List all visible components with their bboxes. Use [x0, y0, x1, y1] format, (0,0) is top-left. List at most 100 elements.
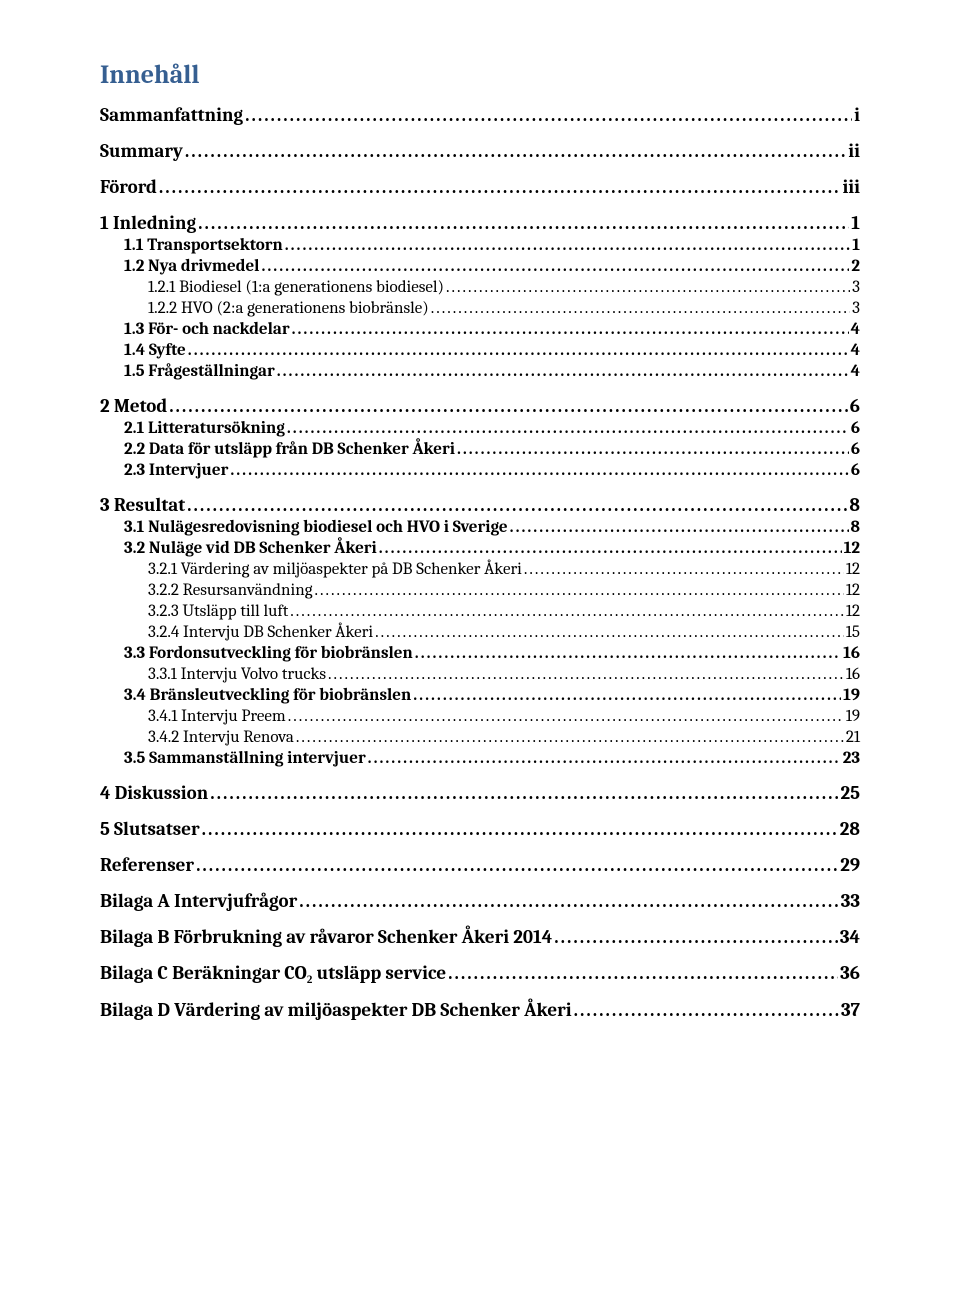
toc-entry: 3.2.2 Resursanvändning 12	[100, 581, 860, 600]
toc-entry-label: 3.2.4 Intervju DB Schenker Åkeri	[148, 623, 373, 642]
toc-leader-dots	[508, 518, 849, 537]
toc-leader-dots	[572, 999, 839, 1021]
toc-entry-label: 2 Metod	[100, 395, 167, 417]
table-of-contents: Sammanfattningi Summary ii Förordiii 1 Inled…	[100, 104, 860, 1021]
toc-entry-label: Referenser	[100, 854, 194, 876]
toc-entry-label: Bilaga A Intervjufrågor	[100, 890, 297, 912]
toc-leader-dots	[275, 362, 849, 381]
toc-entry-label: 2.2 Data för utsläpp från DB Schenker Åk…	[124, 440, 455, 459]
toc-entry-label: 3 Resultat	[100, 494, 185, 516]
toc-leader-dots	[411, 686, 841, 705]
toc-entry-page: i	[852, 104, 860, 126]
toc-entry: 1.3 För- och nackdelar4	[100, 320, 860, 339]
toc-entry-page: 16	[844, 665, 860, 684]
toc-entry: 3.5 Sammanställning intervjuer 23	[100, 749, 860, 768]
toc-entry: 3.2.1 Värdering av miljöaspekter på DB S…	[100, 560, 860, 579]
toc-entry-page: 2	[849, 257, 860, 276]
toc-leader-dots	[196, 212, 849, 234]
toc-entry-page: 8	[849, 518, 860, 537]
toc-leader-dots	[200, 818, 838, 840]
toc-leader-dots	[290, 320, 849, 339]
toc-leader-dots	[194, 854, 838, 876]
toc-entry-label: 2.1 Litteratursökning	[124, 419, 285, 438]
toc-entry-label: Bilaga B Förbrukning av råvaror Schenker…	[100, 926, 552, 948]
toc-entry-page: 4	[849, 362, 860, 381]
toc-entry-label: 3.2.1 Värdering av miljöaspekter på DB S…	[148, 560, 522, 579]
toc-leader-dots	[455, 440, 849, 459]
toc-entry: Referenser 29	[100, 854, 860, 876]
toc-entry: 2.2 Data för utsläpp från DB Schenker Åk…	[100, 440, 860, 459]
toc-entry-page: 36	[838, 962, 860, 984]
toc-entry-label: 1.2.2 HVO (2:a generationens biobränsle)	[148, 299, 429, 318]
toc-entry-page: 33	[839, 890, 860, 912]
toc-entry: 2.3 Intervjuer6	[100, 461, 860, 480]
toc-entry-label: Förord	[100, 176, 157, 198]
toc-entry: 2 Metod 6	[100, 395, 860, 417]
toc-entry-page: 6	[848, 395, 860, 417]
toc-entry: 3.2 Nuläge vid DB Schenker Åkeri12	[100, 539, 860, 558]
toc-entry: 3.4.2 Intervju Renova 21	[100, 728, 860, 747]
toc-entry-label: 1 Inledning	[100, 212, 196, 234]
toc-entry: 3.4.1 Intervju Preem19	[100, 707, 860, 726]
toc-entry-label: 3.1 Nulägesredovisning biodiesel och HVO…	[124, 518, 508, 537]
toc-entry-label: 1.1 Transportsektorn	[124, 236, 283, 255]
toc-entry-label: 3.2.2 Resursanvändning	[148, 581, 313, 600]
toc-entry-page: 23	[841, 749, 860, 768]
toc-leader-dots	[297, 890, 838, 912]
toc-entry: Bilaga D Värdering av miljöaspekter DB S…	[100, 999, 860, 1021]
toc-entry-label: 3.4 Bränsleutveckling för biobränslen	[124, 686, 411, 705]
toc-entry: 3.2.3 Utsläpp till luft 12	[100, 602, 860, 621]
toc-entry: Förordiii	[100, 176, 860, 198]
toc-entry: Sammanfattningi	[100, 104, 860, 126]
toc-entry-label: 3.3.1 Intervju Volvo trucks	[148, 665, 326, 684]
toc-entry: 1.2.1 Biodiesel (1:a generationens biodi…	[100, 278, 860, 297]
toc-entry-page: 6	[849, 440, 860, 459]
toc-entry-label: 3.3 Fordonsutveckling för biobränslen	[124, 644, 413, 663]
toc-leader-dots	[228, 461, 849, 480]
toc-entry-page: 21	[844, 728, 860, 747]
page-title: Innehåll	[100, 60, 860, 90]
toc-entry-page: 28	[838, 818, 860, 840]
toc-entry-label: 3.5 Sammanställning intervjuer	[124, 749, 366, 768]
toc-entry-label: 3.4.1 Intervju Preem	[148, 707, 286, 726]
toc-entry: 1.1 Transportsektorn1	[100, 236, 860, 255]
toc-entry-label: 3.2 Nuläge vid DB Schenker Åkeri	[124, 539, 377, 558]
toc-entry-label: Bilaga C Beräkningar CO₂ utsläpp service	[100, 962, 446, 985]
toc-entry-page: 29	[838, 854, 860, 876]
toc-leader-dots	[208, 782, 838, 804]
toc-entry: 3.4 Bränsleutveckling för biobränslen 19	[100, 686, 860, 705]
toc-leader-dots	[183, 140, 846, 162]
toc-entry: Bilaga B Förbrukning av råvaror Schenker…	[100, 926, 860, 948]
toc-leader-dots	[243, 104, 852, 126]
toc-entry: Bilaga A Intervjufrågor 33	[100, 890, 860, 912]
toc-entry-label: Summary	[100, 140, 183, 162]
toc-leader-dots	[366, 749, 841, 768]
toc-entry-page: 8	[847, 494, 860, 516]
toc-entry: 4 Diskussion 25	[100, 782, 860, 804]
toc-entry-label: 3.2.3 Utsläpp till luft	[148, 602, 288, 621]
toc-entry-label: 1.4 Syfte	[124, 341, 186, 360]
toc-leader-dots	[446, 962, 838, 984]
toc-entry-label: 1.3 För- och nackdelar	[124, 320, 290, 339]
toc-entry-label: 1.2 Nya drivmedel	[124, 257, 259, 276]
toc-entry-label: 4 Diskussion	[100, 782, 208, 804]
toc-leader-dots	[167, 395, 848, 417]
toc-leader-dots	[429, 299, 850, 318]
toc-entry: 3.2.4 Intervju DB Schenker Åkeri15	[100, 623, 860, 642]
toc-entry-page: ii	[846, 140, 860, 162]
toc-entry-page: 12	[844, 602, 860, 621]
toc-entry: 5 Slutsatser28	[100, 818, 860, 840]
toc-entry-page: 19	[841, 686, 860, 705]
toc-entry: 1.5 Frågeställningar4	[100, 362, 860, 381]
toc-leader-dots	[552, 926, 838, 948]
toc-leader-dots	[185, 494, 847, 516]
toc-leader-dots	[283, 236, 850, 255]
toc-entry-page: 12	[844, 581, 860, 600]
toc-entry-label: 3.4.2 Intervju Renova	[148, 728, 294, 747]
toc-leader-dots	[294, 728, 844, 747]
toc-entry-page: 4	[849, 341, 860, 360]
toc-entry-page: 25	[838, 782, 860, 804]
toc-entry-label: 1.2.1 Biodiesel (1:a generationens biodi…	[148, 278, 444, 297]
toc-entry-page: 3	[850, 278, 860, 297]
toc-entry: 1.2.2 HVO (2:a generationens biobränsle)…	[100, 299, 860, 318]
